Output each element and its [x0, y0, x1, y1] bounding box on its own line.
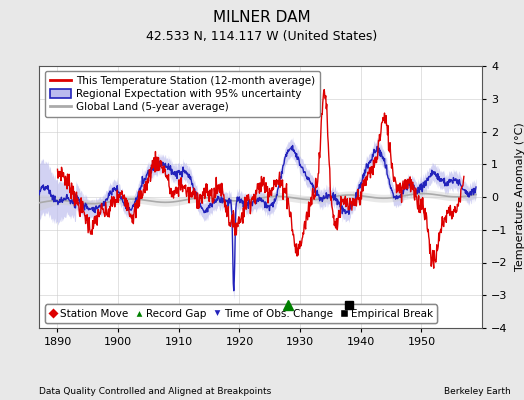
Text: Berkeley Earth: Berkeley Earth — [444, 387, 511, 396]
Legend: Station Move, Record Gap, Time of Obs. Change, Empirical Break: Station Move, Record Gap, Time of Obs. C… — [45, 304, 437, 323]
Text: 42.533 N, 114.117 W (United States): 42.533 N, 114.117 W (United States) — [146, 30, 378, 43]
Y-axis label: Temperature Anomaly (°C): Temperature Anomaly (°C) — [515, 123, 524, 271]
Text: Data Quality Controlled and Aligned at Breakpoints: Data Quality Controlled and Aligned at B… — [39, 387, 271, 396]
Text: MILNER DAM: MILNER DAM — [213, 10, 311, 25]
